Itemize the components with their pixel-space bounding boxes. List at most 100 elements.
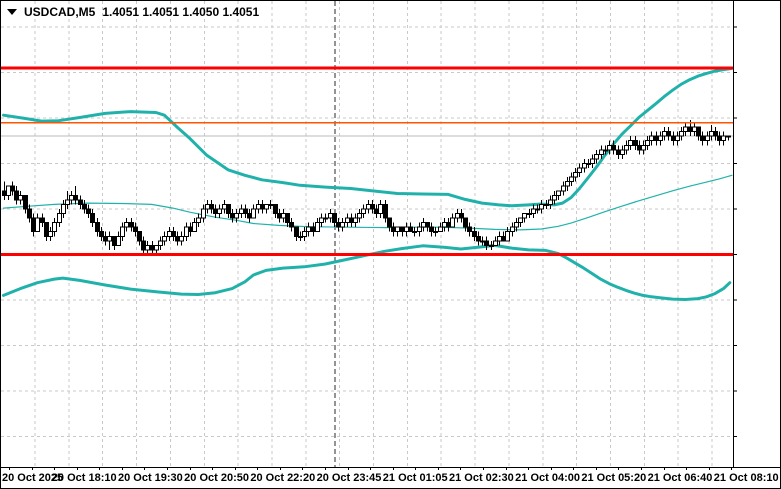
price-axis[interactable]: 1.40751.40651.40551.40451.40351.40251.40… bbox=[734, 0, 781, 467]
bull-candle bbox=[340, 222, 345, 228]
bear-candle bbox=[40, 217, 45, 224]
bull-candle bbox=[239, 208, 244, 215]
bull-candle bbox=[234, 213, 239, 219]
bear-candle bbox=[446, 222, 451, 228]
bull-candle bbox=[548, 199, 553, 205]
bull-candle bbox=[107, 235, 112, 242]
bear-candle bbox=[137, 231, 142, 242]
bull-candle bbox=[683, 126, 688, 133]
bull-candle bbox=[366, 203, 371, 210]
symbol-dropdown-icon bbox=[7, 9, 17, 15]
bull-candle bbox=[378, 203, 383, 215]
bollinger-upper-band bbox=[2, 66, 734, 208]
bull-candle bbox=[442, 222, 447, 228]
bear-candle bbox=[713, 131, 718, 137]
bear-candle bbox=[10, 185, 15, 192]
bear-candle bbox=[129, 222, 134, 228]
bull-candle bbox=[357, 213, 362, 219]
bear-candle bbox=[23, 194, 28, 210]
bull-candle bbox=[645, 140, 650, 146]
bear-candle bbox=[387, 217, 392, 228]
bear-candle bbox=[14, 190, 19, 201]
bear-candle bbox=[501, 235, 506, 242]
bull-candle bbox=[497, 235, 502, 242]
time-axis-label: 21 Oct 04:00 bbox=[515, 472, 581, 484]
bull-candle bbox=[116, 235, 121, 246]
bull-candle bbox=[544, 203, 549, 206]
bear-candle bbox=[349, 217, 354, 224]
bull-candle bbox=[594, 153, 599, 160]
bull-candle bbox=[217, 208, 222, 215]
bull-candle bbox=[319, 217, 324, 224]
symbol-period-label: USDCAD,M5 bbox=[24, 5, 96, 19]
bull-candle bbox=[561, 185, 566, 192]
bear-candle bbox=[209, 203, 214, 210]
bear-candle bbox=[141, 240, 146, 251]
bear-candle bbox=[294, 226, 299, 237]
bear-candle bbox=[425, 222, 430, 228]
bull-candle bbox=[539, 203, 544, 210]
bull-candle bbox=[641, 144, 646, 151]
bear-candle bbox=[277, 213, 282, 219]
bull-candle bbox=[52, 222, 57, 233]
bear-candle bbox=[336, 222, 341, 228]
time-axis-label: 21 Oct 08:10 bbox=[713, 472, 779, 484]
bull-candle bbox=[510, 226, 515, 233]
bull-candle bbox=[531, 208, 536, 215]
time-axis[interactable]: 20 Oct 2025 20 Oct 18:10 20 Oct 19:30 20 Oc… bbox=[0, 468, 781, 489]
time-axis-label: 21 Oct 02:30 bbox=[448, 472, 514, 484]
bear-candle bbox=[133, 226, 138, 233]
bull-candle bbox=[417, 226, 422, 233]
bull-candle bbox=[196, 217, 201, 224]
bear-candle bbox=[467, 226, 472, 233]
bull-candle bbox=[57, 213, 62, 224]
bull-candle bbox=[298, 235, 303, 238]
bear-candle bbox=[2, 190, 7, 196]
bear-candle bbox=[459, 213, 464, 219]
bull-candle bbox=[395, 226, 400, 233]
bear-candle bbox=[95, 222, 100, 233]
bull-candle bbox=[6, 185, 11, 196]
bull-candle bbox=[527, 213, 532, 216]
bull-candle bbox=[192, 222, 197, 233]
bear-candle bbox=[696, 126, 701, 137]
bull-candle bbox=[306, 226, 311, 233]
bull-candle bbox=[535, 208, 540, 211]
bull-candle bbox=[569, 176, 574, 183]
bull-candle bbox=[624, 144, 629, 151]
bull-candle bbox=[552, 194, 557, 201]
bear-candle bbox=[150, 244, 155, 251]
bull-candle bbox=[586, 162, 591, 165]
bull-candle bbox=[61, 203, 66, 215]
bull-candle bbox=[573, 172, 578, 178]
bull-candle bbox=[353, 217, 358, 224]
bull-candle bbox=[268, 203, 273, 206]
bull-candle bbox=[120, 226, 125, 237]
bull-candle bbox=[607, 144, 612, 151]
bear-candle bbox=[289, 222, 294, 228]
bear-candle bbox=[247, 213, 252, 219]
bear-candle bbox=[188, 226, 193, 233]
bear-candle bbox=[400, 226, 405, 233]
bull-candle bbox=[480, 240, 485, 243]
bear-candle bbox=[688, 126, 693, 133]
bull-candle bbox=[281, 213, 286, 219]
bear-candle bbox=[666, 131, 671, 137]
bull-candle bbox=[162, 235, 167, 242]
bear-candle bbox=[671, 135, 676, 142]
bull-candle bbox=[412, 231, 417, 234]
bear-candle bbox=[78, 199, 83, 205]
bull-candle bbox=[201, 208, 206, 219]
bear-candle bbox=[717, 135, 722, 142]
bull-candle bbox=[264, 203, 269, 210]
time-axis-label: 21 Oct 06:40 bbox=[647, 472, 713, 484]
bear-candle bbox=[476, 235, 481, 242]
bear-candle bbox=[408, 226, 413, 233]
bear-candle bbox=[175, 235, 180, 242]
bear-candle bbox=[383, 203, 388, 219]
bear-candle bbox=[44, 222, 49, 237]
bull-candle bbox=[222, 203, 227, 210]
bear-candle bbox=[700, 135, 705, 142]
